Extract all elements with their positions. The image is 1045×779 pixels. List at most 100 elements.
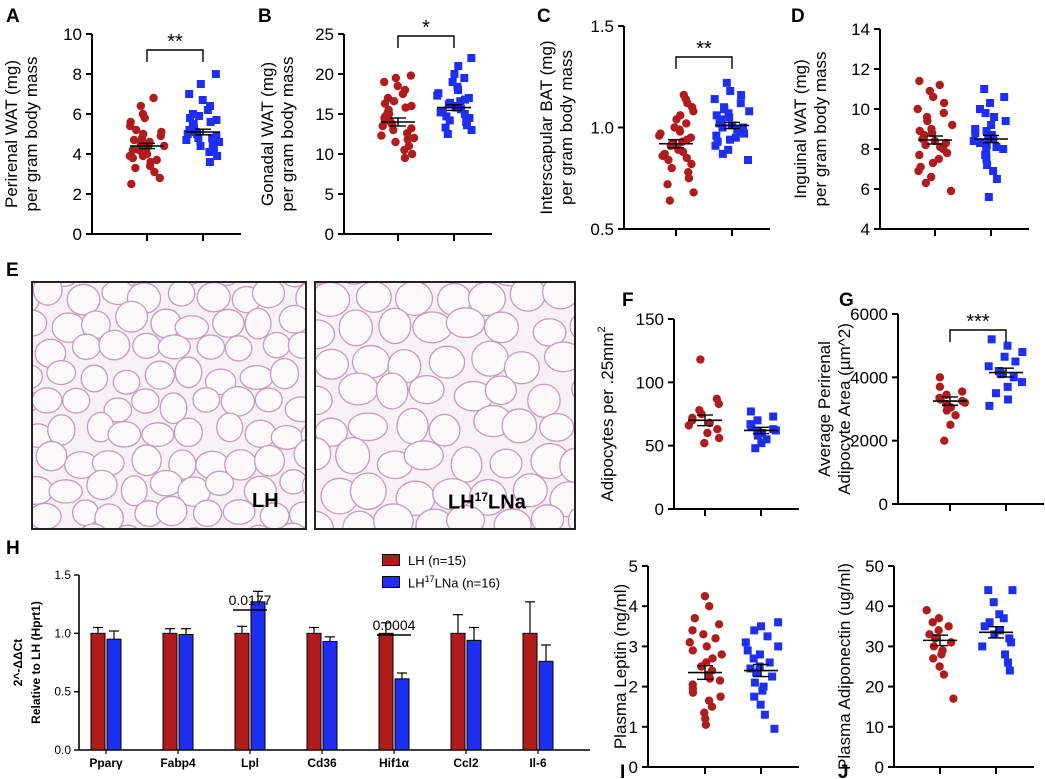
data-point-c-lh (684, 174, 694, 183)
y-tick-label-i: 3 (629, 637, 638, 656)
adipocyte-cell (220, 386, 256, 417)
bar-h-lh17lna (466, 639, 482, 751)
data-point-g-lh17lna (984, 362, 993, 371)
data-point-c-lh17lna (713, 137, 722, 146)
data-point-g-lh (942, 400, 951, 409)
data-point-f-lh (714, 433, 724, 443)
data-point-j-lh (928, 618, 937, 627)
data-point-c-lh (676, 111, 685, 120)
adipocyte-cell (316, 385, 333, 416)
data-point-j-lh17lna (1001, 650, 1010, 659)
data-point-a-lh17lna (211, 70, 220, 78)
data-point-g-lh (935, 382, 945, 392)
data-point-g-lh17lna (1003, 382, 1012, 391)
data-point-j-lh (929, 654, 938, 663)
data-point-g-lh17lna (1011, 357, 1020, 366)
data-point-c-lh (683, 167, 693, 177)
data-point-c-lh (686, 133, 696, 142)
y-tick-label-i: 2 (629, 678, 638, 697)
data-point-d-lh (939, 98, 949, 108)
data-point-a-lh17lna (196, 80, 205, 88)
data-point-d-lh (941, 138, 951, 148)
y-tick-label-b: 25 (315, 25, 334, 44)
adipocyte-cell (446, 505, 486, 528)
adipocyte-cell (157, 334, 191, 360)
data-point-c-lh17lna (718, 123, 727, 132)
data-point-a-lh17lna (205, 158, 214, 166)
adipocyte-cell (349, 472, 387, 510)
y-axis-label-f: Adipocytes per .25mm2 (596, 326, 617, 501)
data-point-j-lh (925, 630, 934, 639)
y-tick-label-b: 20 (315, 65, 334, 84)
data-point-i-lh17lna (759, 682, 768, 691)
data-point-b-lh17lna (456, 97, 465, 106)
data-point-a-lh (128, 145, 138, 155)
data-point-i-lh (715, 676, 725, 685)
data-point-j-lh (939, 670, 949, 679)
adipocyte-cell (450, 446, 483, 483)
bar-h-lh17lna (178, 634, 194, 751)
data-point-i-lh (702, 642, 711, 651)
adipocyte-cell (249, 524, 269, 528)
adipocyte-cell (316, 417, 348, 447)
data-point-g-lh (935, 373, 945, 382)
data-point-j-lh17lna (999, 614, 1008, 623)
data-point-d-lh17lna (980, 85, 989, 93)
y-axis-label-line1-c: Interscapular BAT (mg) (537, 40, 556, 214)
data-point-d-lh17lna (983, 161, 992, 169)
data-point-i-lh17lna (774, 618, 783, 627)
data-point-i-lh17lna (756, 700, 765, 709)
y-tick-label-a: 2 (73, 185, 82, 204)
adipocyte-cell (284, 396, 305, 423)
data-point-d-lh17lna (976, 139, 985, 147)
data-point-c-lh17lna (745, 107, 754, 116)
y-tick-label-a: 10 (63, 25, 82, 44)
y-tick-label-a: 8 (73, 65, 82, 84)
data-point-g-lh (951, 411, 960, 420)
adipocyte-cell (259, 502, 290, 528)
adipocyte-cell (222, 499, 256, 525)
data-point-i-lh17lna (752, 668, 761, 677)
adipocyte-cell (131, 388, 160, 414)
data-point-f-lh17lna (746, 420, 755, 429)
y-axis-label-j: Plasma Adiponectin (ug/ml) (835, 563, 854, 770)
y-axis-label-i: Plasma Leptin (ng/ml) (611, 584, 630, 749)
adipocyte-cell (503, 351, 540, 385)
adipocyte-cell (254, 387, 283, 413)
adipocyte-cell (192, 387, 221, 413)
panel-letter-d: D (791, 6, 805, 27)
adipocyte-cell (396, 407, 429, 445)
adipocyte-cell (204, 470, 235, 496)
y-axis-label-line2-a: per gram body mass (22, 57, 41, 212)
legend-item-lh17lna: LH17LNa (n=16) (382, 571, 500, 593)
data-point-b-lh (377, 131, 386, 140)
data-point-a-lh17lna (188, 110, 197, 118)
panel-letter-g: G (839, 290, 854, 311)
data-point-d-lh (915, 126, 924, 136)
adipocyte-cell (467, 283, 506, 317)
data-point-c-lh17lna (724, 145, 733, 154)
data-point-b-lh17lna (448, 78, 457, 86)
data-point-b-lh (407, 149, 417, 159)
adipocyte-cell (483, 311, 520, 344)
adipocyte-cell (316, 348, 350, 380)
adipocyte-cell (243, 475, 277, 507)
adipocyte-cell (530, 504, 565, 528)
adipocyte-cell (80, 364, 109, 393)
adipocyte-cell (107, 420, 142, 448)
data-point-f-lh (696, 355, 705, 364)
significance-stars-c: ** (696, 38, 712, 60)
legend-text-lh17lna: LH17LNa (n=16) (408, 573, 501, 591)
y-tick-label-h: 0.5 (54, 685, 71, 699)
bar-h-lh (450, 632, 466, 751)
data-point-d-lh17lna (986, 99, 995, 107)
adipocyte-cell (98, 329, 131, 361)
legend-h: LH (n=15) LH17LNa (n=16) (382, 549, 500, 593)
data-point-d-lh17lna (982, 141, 991, 149)
data-point-c-lh17lna (733, 125, 742, 134)
bar-h-lh (234, 632, 250, 751)
adipocyte-cell (279, 469, 305, 495)
data-point-j-lh17lna (978, 642, 987, 651)
data-point-g-lh17lna (987, 335, 996, 344)
data-point-a-lh (152, 155, 161, 165)
